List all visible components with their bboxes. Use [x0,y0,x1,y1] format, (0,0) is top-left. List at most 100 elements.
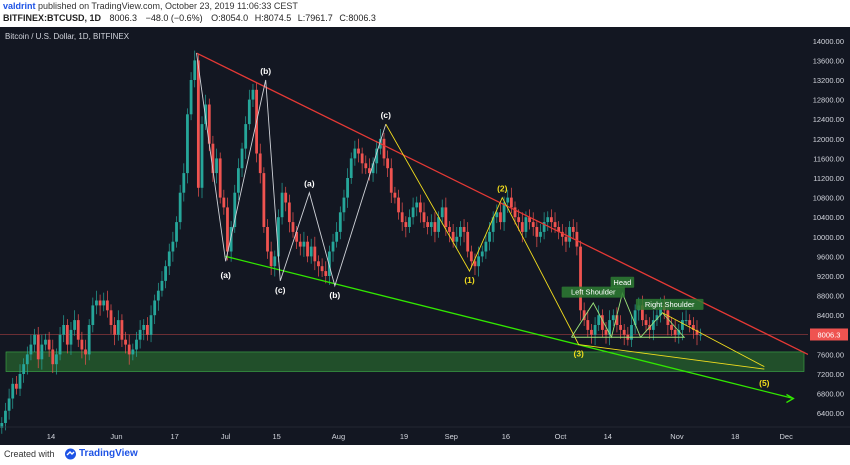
candle-body [273,256,277,267]
ohlc-line: BITFINEX:BTCUSD, 1D 8006.3 −48.0 (−0.6%)… [3,13,376,23]
last-price: 8006.3 [109,13,138,23]
candle-body [466,231,470,252]
candle-body [593,325,597,335]
candle-body [640,305,644,321]
candle-body [171,241,175,252]
wave-label: (1) [464,275,475,285]
candle-body [127,344,131,355]
y-tick-label: 9200.00 [817,272,844,281]
candle-body [586,320,590,330]
candle-body [335,231,339,242]
head-shoulders-pattern [571,291,686,339]
low-label: L: [297,13,306,23]
candle-body [14,383,18,389]
candle-body [368,168,371,174]
candle-body [196,60,200,188]
candle-body [51,349,55,365]
candle-body [80,339,84,350]
candle-body [550,217,553,223]
candle-body [295,231,299,242]
close-value: 8006.3 [348,13,376,23]
candle-body [393,192,397,198]
candle-body [22,364,26,374]
candle-body [320,266,324,272]
wave-label: (2) [497,184,508,194]
candle-body [65,325,69,345]
candle-body [215,158,218,174]
x-tick-label: Nov [670,432,684,441]
candle-body [200,124,204,188]
open-value: 8054.0 [220,13,249,23]
candle-body [258,153,262,174]
candle-body [557,227,561,232]
publish-text: published on TradingView.com, October 23… [38,1,298,11]
y-tick-label: 8800.00 [817,292,844,301]
candle-body [426,222,430,227]
candle-body [251,89,255,100]
pattern-label-box [635,298,704,310]
abc-wave-line [196,52,387,288]
candle-body [76,320,80,340]
candle-body [222,197,226,208]
candle-body [218,158,222,198]
candle-body [226,207,229,252]
candle-body [433,222,437,232]
candle-body [535,227,539,237]
candle-body [590,329,593,335]
candle-body [309,246,313,257]
price-chart[interactable]: Bitcoin / U.S. Dollar, 1D, BITFINEX (a) (b… [0,27,850,445]
candle-body [313,246,317,262]
candle-body [58,334,62,355]
x-tick-label: 14 [604,432,612,441]
candle-body [317,261,320,267]
candle-body [699,334,703,336]
candle-body [62,325,66,335]
candle-body [87,325,91,355]
candle-body [120,320,124,340]
y-tick-label: 11200.00 [813,174,844,183]
candle-body [604,329,608,335]
candle-body [284,192,288,203]
chart-footer: Created with TradingView [0,445,850,465]
candle-body [146,325,149,335]
candle-body [302,241,306,247]
candle-body [204,104,208,125]
candle-body [138,329,142,340]
y-tick-label: 10000.00 [813,233,844,242]
chart-title: Bitcoin / U.S. Dollar, 1D, BITFINEX [5,32,130,41]
candle-body [33,334,36,345]
wave-label: (a) [220,270,231,280]
y-tick-label: 13200.00 [813,76,844,85]
chart-header: valdrint published on TradingView.com, O… [0,0,850,27]
candle-body [437,217,440,232]
candle-body [553,222,557,227]
author-name[interactable]: valdrint [3,1,36,11]
candle-body [371,163,375,174]
tradingview-brand[interactable]: TradingView [79,448,138,459]
y-tick-label: 12800.00 [813,96,844,105]
candle-body [528,217,531,223]
trendline-arrowhead [786,393,795,404]
chart-area[interactable]: Bitcoin / U.S. Dollar, 1D, BITFINEX (a) (b… [0,27,850,445]
candle-body [539,231,542,237]
candle-body [207,104,211,144]
candle-body [564,236,568,242]
candle-body [327,251,331,276]
candle-body [542,222,546,232]
candle-body [386,158,390,169]
candle-body [266,227,269,252]
candle-body [109,310,113,325]
current-price-label: 8006.3 [818,330,841,339]
candle-body [233,192,237,227]
high-label: H: [254,13,264,23]
candle-body [462,227,466,232]
candle-body [353,148,357,159]
candle-body [622,329,626,335]
y-tick-label: 11600.00 [813,154,844,163]
candle-body [531,222,535,227]
publish-info: valdrint published on TradingView.com, O… [3,1,298,11]
candle-body [153,300,157,316]
x-tick-label: 19 [400,432,408,441]
tradingview-logo-icon [65,448,76,460]
y-tick-label: 8400.00 [817,311,844,320]
